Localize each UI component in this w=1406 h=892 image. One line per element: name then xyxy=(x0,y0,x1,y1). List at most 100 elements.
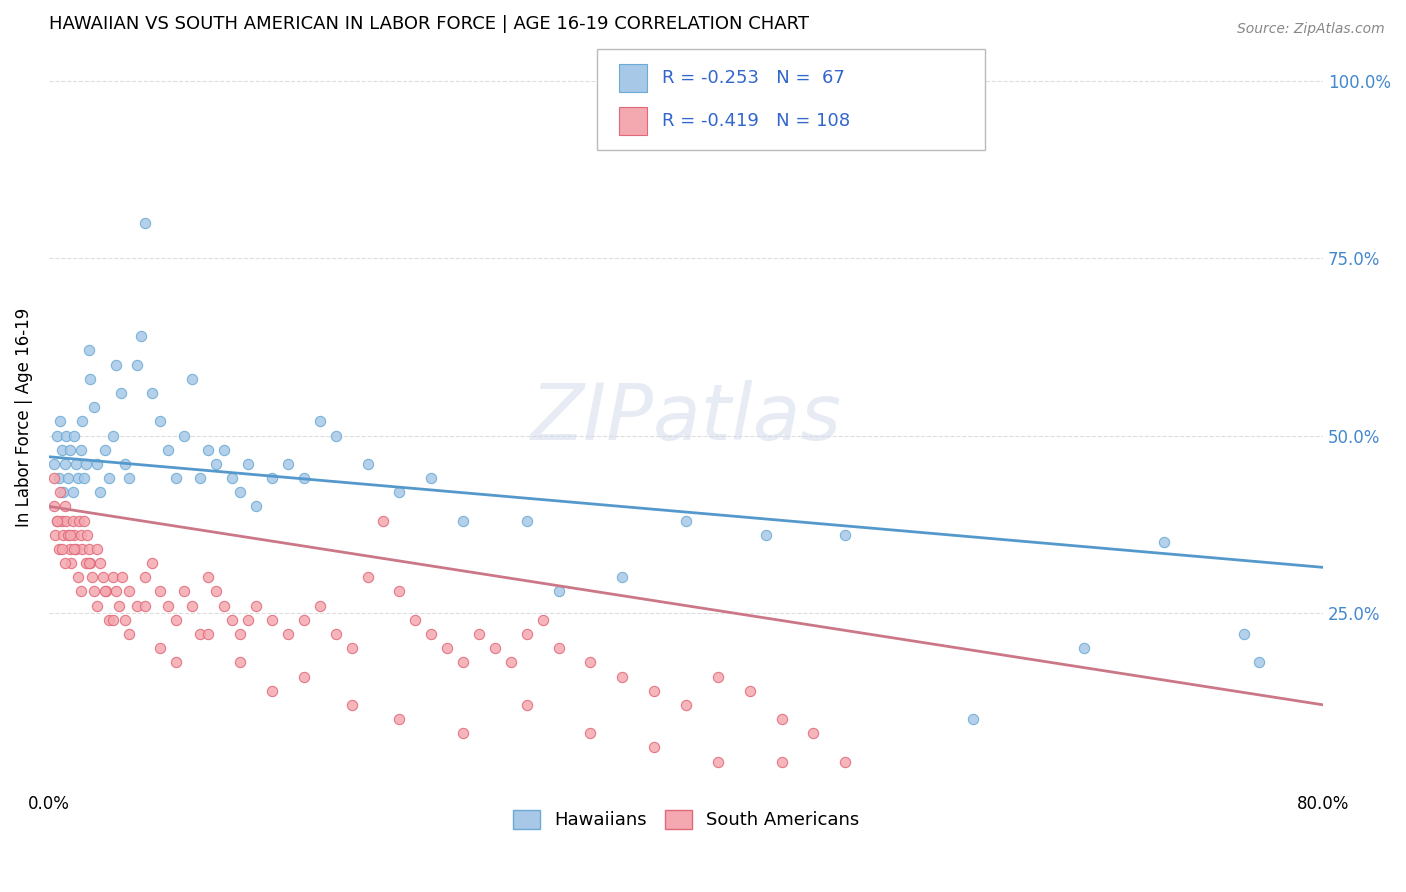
Point xyxy=(325,627,347,641)
Point xyxy=(260,683,283,698)
Point xyxy=(69,584,91,599)
Point xyxy=(173,584,195,599)
Point xyxy=(56,527,79,541)
Point xyxy=(53,556,76,570)
Point xyxy=(149,641,172,656)
Point xyxy=(63,527,86,541)
Point xyxy=(77,556,100,570)
Point xyxy=(340,698,363,712)
FancyBboxPatch shape xyxy=(598,49,986,150)
Text: R = -0.419   N = 108: R = -0.419 N = 108 xyxy=(662,112,851,130)
Point xyxy=(229,485,252,500)
Point xyxy=(188,627,211,641)
Point xyxy=(643,740,665,755)
Point xyxy=(45,514,67,528)
Point xyxy=(77,541,100,556)
Point xyxy=(42,471,65,485)
Point xyxy=(104,584,127,599)
Point xyxy=(173,428,195,442)
Point xyxy=(67,514,90,528)
Point xyxy=(388,712,411,726)
Point xyxy=(134,599,156,613)
Point xyxy=(52,485,75,500)
Point xyxy=(388,584,411,599)
Point xyxy=(157,599,180,613)
Point xyxy=(52,527,75,541)
Point xyxy=(59,442,82,457)
Text: HAWAIIAN VS SOUTH AMERICAN IN LABOR FORCE | AGE 16-19 CORRELATION CHART: HAWAIIAN VS SOUTH AMERICAN IN LABOR FORC… xyxy=(49,15,808,33)
Point xyxy=(205,584,228,599)
Point xyxy=(110,386,132,401)
Point xyxy=(388,485,411,500)
Point xyxy=(260,471,283,485)
Point xyxy=(404,613,426,627)
Point xyxy=(834,755,856,769)
Bar xyxy=(619,107,647,135)
Point xyxy=(245,500,267,514)
Point xyxy=(451,726,474,740)
Point xyxy=(83,400,105,414)
Point xyxy=(56,471,79,485)
Point xyxy=(48,541,70,556)
Point xyxy=(86,599,108,613)
Point xyxy=(1249,656,1271,670)
Point xyxy=(165,656,187,670)
Point xyxy=(75,457,97,471)
Point xyxy=(134,216,156,230)
Point xyxy=(707,669,730,683)
Point xyxy=(292,613,315,627)
Point xyxy=(62,514,84,528)
Point xyxy=(93,584,115,599)
Point xyxy=(612,570,634,584)
Point xyxy=(53,500,76,514)
Point xyxy=(62,485,84,500)
Point xyxy=(44,527,66,541)
Point xyxy=(117,627,139,641)
Point xyxy=(59,527,82,541)
Point xyxy=(277,627,299,641)
Point xyxy=(101,428,124,442)
Point xyxy=(63,541,86,556)
Point xyxy=(547,584,569,599)
Point xyxy=(188,471,211,485)
Point xyxy=(436,641,458,656)
Point xyxy=(579,726,602,740)
Point xyxy=(55,514,77,528)
Point xyxy=(157,442,180,457)
Point xyxy=(165,613,187,627)
Point xyxy=(579,656,602,670)
Point xyxy=(149,584,172,599)
Point xyxy=(451,656,474,670)
Point xyxy=(962,712,984,726)
Point xyxy=(484,641,506,656)
Point xyxy=(72,414,94,428)
Point xyxy=(221,471,243,485)
Point xyxy=(45,428,67,442)
Point xyxy=(73,514,96,528)
Point xyxy=(125,358,148,372)
Point xyxy=(51,442,73,457)
Point xyxy=(69,442,91,457)
Point xyxy=(42,500,65,514)
Point xyxy=(755,527,778,541)
Point xyxy=(93,442,115,457)
Point xyxy=(141,386,163,401)
Point xyxy=(51,514,73,528)
Text: Source: ZipAtlas.com: Source: ZipAtlas.com xyxy=(1237,22,1385,37)
Point xyxy=(1153,534,1175,549)
Point xyxy=(89,556,111,570)
Point xyxy=(111,570,134,584)
Point xyxy=(308,414,330,428)
Point xyxy=(221,613,243,627)
Point xyxy=(770,755,793,769)
Point xyxy=(612,669,634,683)
Point xyxy=(65,541,87,556)
Legend: Hawaiians, South Americans: Hawaiians, South Americans xyxy=(505,803,866,837)
Point xyxy=(356,457,378,471)
Point xyxy=(45,514,67,528)
Point xyxy=(101,613,124,627)
Point xyxy=(197,570,219,584)
Point xyxy=(117,584,139,599)
Point xyxy=(76,527,98,541)
Point xyxy=(420,627,443,641)
